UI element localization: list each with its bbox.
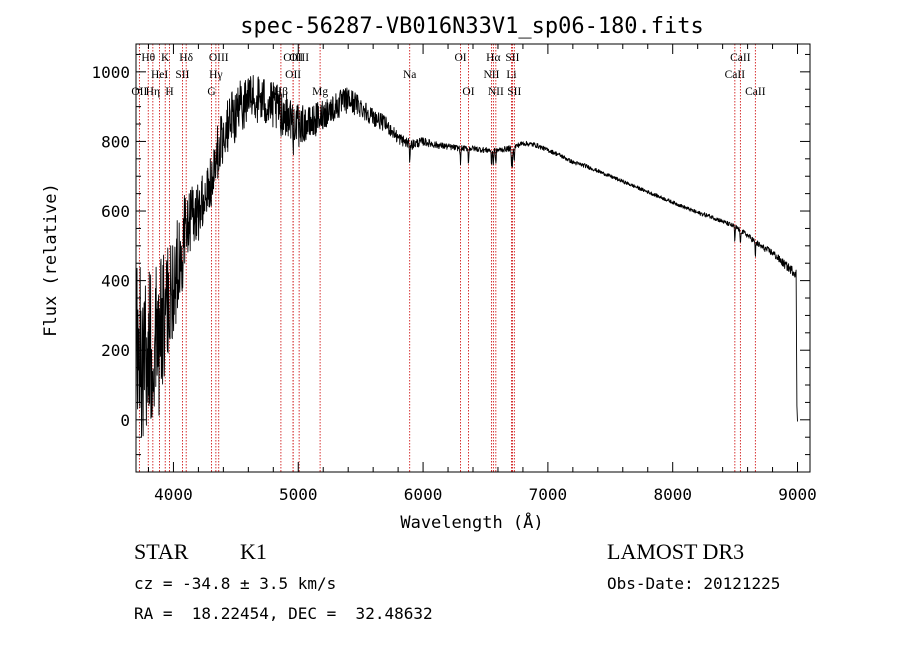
y-tick-label: 200 [101, 341, 130, 360]
spectral-line-label: NII [488, 86, 504, 98]
x-tick-label: 5000 [279, 485, 318, 504]
spectral-line-label: OIII [283, 52, 303, 64]
observation-date: Obs-Date: 20121225 [607, 574, 781, 593]
y-tick-label: 400 [101, 272, 130, 291]
spectral-line-label: NII [483, 69, 499, 81]
spectral-line-label: CaII [725, 69, 746, 81]
spectral-line-label: Hβ [274, 86, 288, 98]
x-tick-label: 4000 [154, 485, 193, 504]
x-tick-label: 6000 [404, 485, 443, 504]
spectral-line-label: Mg [312, 86, 328, 98]
spectral-line-label: SII [505, 52, 519, 64]
spectral-line-label: Hη [146, 86, 160, 98]
y-axis-label: Flux (relative) [41, 183, 61, 337]
spectral-line-label: CaII [730, 52, 751, 64]
spectral-line-label: Li [506, 69, 516, 81]
spectral-line-label: OII [131, 86, 147, 98]
y-tick-label: 600 [101, 202, 130, 221]
spectral-line-label: Hα [486, 52, 500, 64]
spectral-line-label: OII [285, 69, 301, 81]
spectrum-line [135, 75, 798, 438]
spectral-line-label: SII [507, 86, 521, 98]
x-axis-label: Wavelength (Å) [400, 511, 543, 533]
spectral-line-label: SII [175, 69, 189, 81]
spectral-line-label: Hθ [141, 52, 155, 64]
spectral-line-label: CaII [745, 86, 766, 98]
y-tick-label: 1000 [91, 63, 130, 82]
spectral-line-label: H [165, 86, 173, 98]
y-tick-label: 800 [101, 132, 130, 151]
spectral-line-label: G [207, 86, 215, 98]
spectrum-series [135, 75, 798, 438]
y-tick-label: 0 [120, 411, 130, 430]
chart-title: spec-56287-VB016N33V1_sp06-180.fits [240, 14, 704, 39]
spectral-line-labels: OIIHθHηHeIKHSIIHδGHγOIIIHβOIIIOIIOIIIMgN… [131, 52, 765, 98]
survey-name: LAMOST DR3 [607, 539, 745, 564]
spectral-line-label: Hδ [179, 52, 193, 64]
axes: 4000 5000 6000 7000 8000 9000 0 200 400 600 800 100… [91, 43, 817, 504]
redshift-cz: cz = -34.8 ± 3.5 km/s [134, 574, 337, 593]
coordinates: RA = 18.22454, DEC = 32.48632 [134, 604, 433, 623]
spectral-line-label: K [161, 52, 170, 64]
x-tick-label: 9000 [778, 485, 817, 504]
spectral-line-label: OIII [289, 52, 309, 64]
x-tick-label: 8000 [653, 485, 692, 504]
spectral-line-label: Na [403, 69, 416, 81]
spectral-line-label: OI [454, 52, 466, 64]
spectral-line-label: OI [462, 86, 474, 98]
spectral-line-markers [138, 44, 756, 472]
spectral-line-label: OIII [209, 52, 229, 64]
object-subclass: K1 [240, 539, 267, 564]
object-class: STAR [134, 539, 189, 564]
spectral-line-label: Hγ [209, 69, 222, 81]
spectral-line-label: HeI [151, 69, 168, 81]
x-tick-label: 7000 [529, 485, 568, 504]
